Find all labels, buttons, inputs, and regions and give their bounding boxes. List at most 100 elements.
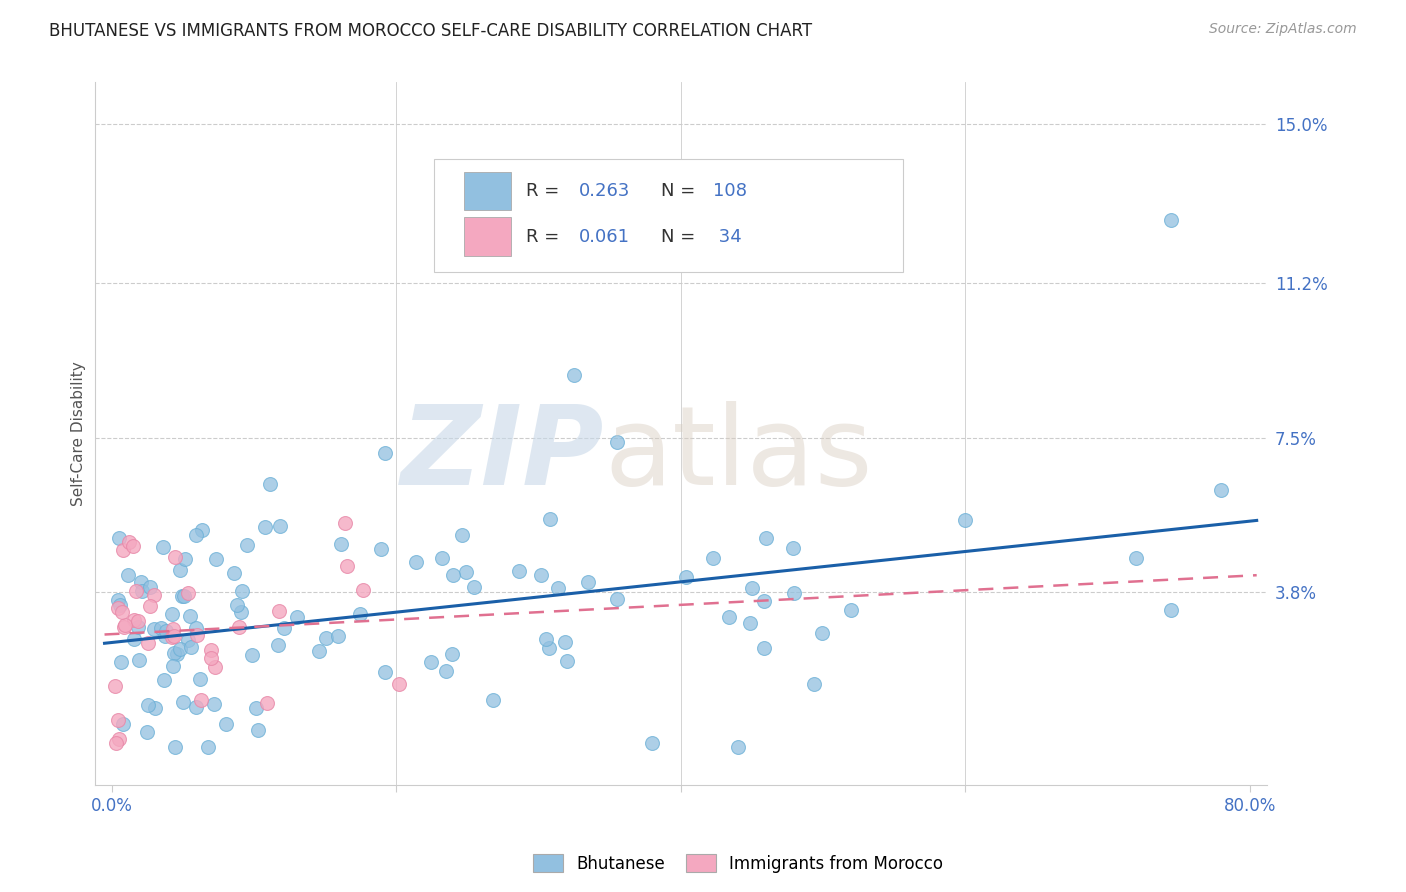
Point (1125, 550, 1147, 565)
Legend: Bhutanese, Immigrants from Morocco: Bhutanese, Immigrants from Morocco (527, 847, 949, 880)
Point (104, 680, 127, 694)
Point (482, 693, 505, 707)
Point (139, 580, 162, 594)
Point (143, 700, 166, 714)
Point (388, 677, 411, 691)
Text: ZIP: ZIP (401, 401, 605, 508)
Point (114, 618, 136, 632)
Point (152, 540, 174, 554)
Point (229, 605, 252, 619)
Text: 108: 108 (713, 182, 748, 200)
Point (163, 646, 186, 660)
Point (153, 629, 176, 643)
Point (117, 568, 139, 582)
Point (419, 655, 441, 669)
Point (222, 566, 245, 581)
Point (174, 552, 197, 566)
Point (205, 552, 228, 566)
Point (162, 622, 184, 636)
Text: 34: 34 (713, 227, 742, 245)
Point (752, 594, 775, 608)
Point (702, 550, 724, 565)
Point (177, 632, 200, 647)
Point (131, 575, 153, 590)
Point (554, 635, 576, 649)
Point (226, 598, 249, 612)
Point (727, 740, 749, 755)
Point (530, 567, 553, 582)
Point (162, 630, 184, 644)
Point (374, 665, 396, 679)
Point (231, 584, 253, 599)
Text: Source: ZipAtlas.com: Source: ZipAtlas.com (1209, 22, 1357, 37)
Point (107, 731, 129, 746)
Point (124, 583, 146, 598)
Point (953, 513, 976, 527)
Point (803, 677, 825, 691)
Point (555, 654, 578, 668)
Point (1160, 602, 1182, 616)
Point (576, 574, 599, 589)
Point (136, 725, 159, 739)
Point (138, 636, 160, 650)
Point (177, 586, 200, 600)
Point (326, 629, 349, 643)
Point (405, 555, 427, 569)
Point (783, 586, 806, 600)
Point (186, 621, 208, 635)
Point (675, 570, 697, 584)
Point (110, 655, 132, 669)
Point (463, 580, 485, 594)
Point (269, 519, 291, 533)
Point (138, 698, 160, 712)
Point (191, 523, 214, 537)
Point (118, 535, 141, 549)
Point (142, 622, 165, 636)
Point (124, 632, 146, 646)
Point (163, 629, 186, 643)
Point (246, 723, 269, 737)
Point (104, 736, 127, 750)
Point (755, 531, 778, 545)
Point (450, 528, 472, 542)
Point (1211, 483, 1233, 498)
Point (267, 638, 290, 652)
Point (308, 644, 330, 658)
Point (256, 696, 278, 710)
Point (811, 626, 834, 640)
Point (752, 641, 775, 656)
Text: N =: N = (661, 227, 700, 245)
Text: R =: R = (526, 182, 565, 200)
Text: 0.061: 0.061 (579, 227, 630, 245)
Point (127, 619, 149, 633)
Point (267, 604, 290, 618)
Point (508, 564, 530, 578)
Point (127, 614, 149, 628)
Point (142, 588, 165, 602)
Point (336, 558, 359, 573)
Point (169, 642, 191, 657)
Point (166, 647, 188, 661)
Point (173, 589, 195, 603)
Point (162, 658, 184, 673)
Point (200, 643, 222, 657)
Text: atlas: atlas (605, 401, 873, 508)
Point (335, 516, 357, 530)
Point (352, 583, 374, 598)
Point (153, 673, 176, 687)
Point (537, 641, 560, 656)
Point (128, 653, 150, 667)
Point (108, 598, 131, 612)
Text: N =: N = (661, 182, 700, 200)
Point (349, 607, 371, 621)
Point (441, 567, 464, 582)
Point (155, 624, 177, 639)
Point (162, 607, 184, 621)
Point (138, 599, 160, 614)
Bar (464, 171, 510, 211)
Point (370, 541, 392, 556)
Point (374, 446, 396, 460)
Point (107, 713, 129, 727)
Point (169, 563, 191, 577)
Point (111, 716, 134, 731)
